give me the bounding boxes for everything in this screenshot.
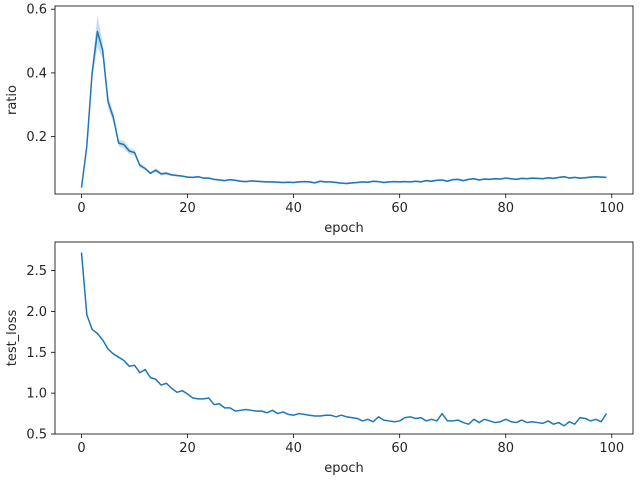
- y-axis-label: ratio: [5, 85, 20, 115]
- x-axis-label: epoch: [324, 461, 364, 476]
- y-tick-label: 0.5: [26, 428, 47, 443]
- y-tick-label: 0.4: [26, 66, 47, 81]
- axes-frame: [54, 241, 634, 435]
- x-tick-label: 0: [77, 441, 85, 456]
- x-tick-label: 0: [77, 201, 85, 216]
- axes-frame: [54, 5, 634, 195]
- x-tick-label: 80: [497, 441, 514, 456]
- x-tick-label: 40: [285, 201, 302, 216]
- y-tick-label: 0.2: [26, 130, 47, 145]
- x-tick-label: 80: [497, 201, 514, 216]
- y-tick-label: 2.0: [26, 305, 47, 320]
- y-axis-label: test_loss: [5, 309, 20, 366]
- confidence-band: [81, 15, 607, 190]
- x-tick-label: 40: [285, 441, 302, 456]
- series-line: [80, 30, 607, 188]
- chart-panel-2: 0 20 40 60 80 100 0.5 1.0 1.5 2.0 2.5 epoch test_los…: [5, 241, 634, 476]
- x-tick-label: 20: [179, 201, 196, 216]
- x-tick-label: 60: [391, 201, 408, 216]
- y-tick-label: 1.0: [26, 387, 47, 402]
- y-tick-label: 1.5: [26, 346, 47, 361]
- x-tick-label: 100: [599, 441, 624, 456]
- y-tick-label: 0.6: [26, 3, 47, 18]
- series-line: [80, 252, 608, 427]
- x-tick-label: 60: [391, 441, 408, 456]
- y-tick-label: 2.5: [26, 264, 47, 279]
- x-axis-label: epoch: [324, 221, 364, 236]
- chart-panel-1: 0 20 40 60 80 100 0.2 0.4 0.6 epoch ratio: [5, 3, 634, 236]
- x-tick-label: 100: [599, 201, 624, 216]
- x-tick-label: 20: [179, 441, 196, 456]
